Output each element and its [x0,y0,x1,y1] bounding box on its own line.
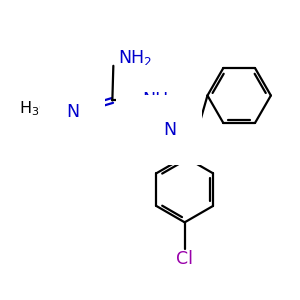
Text: H$_3$C: H$_3$C [19,99,51,118]
Text: N: N [163,121,176,139]
Text: NH$_2$: NH$_2$ [118,48,152,68]
Text: Cl: Cl [176,250,193,268]
Text: N: N [66,103,79,122]
Text: NH: NH [142,92,168,110]
